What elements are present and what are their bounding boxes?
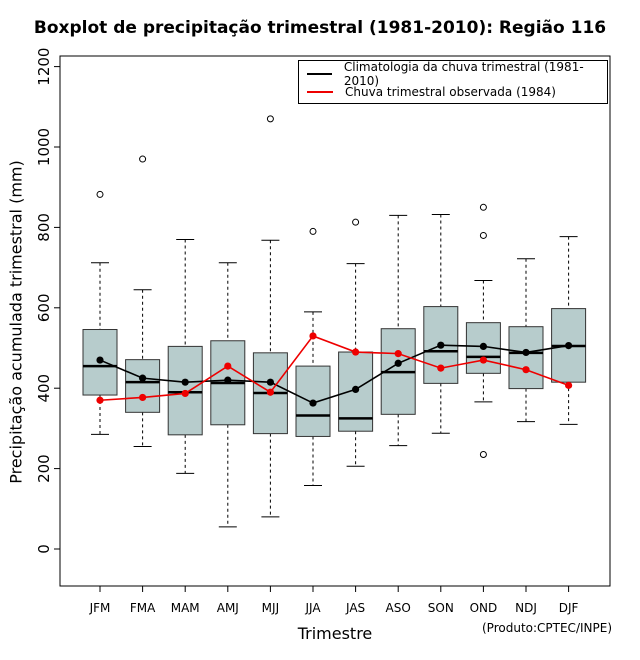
y-tick-label: 400 <box>35 374 53 403</box>
observed-point <box>309 332 317 340</box>
x-tick-label: JJA <box>304 601 321 615</box>
y-tick-label: 1000 <box>35 128 53 166</box>
observed-point <box>139 393 147 402</box>
x-tick-label: DJF <box>559 601 579 615</box>
x-tick-label: MJJ <box>262 601 279 615</box>
x-tick-label: MAM <box>171 601 200 615</box>
climatology-point <box>181 378 189 386</box>
observed-point <box>522 366 530 374</box>
observed-point <box>394 350 402 358</box>
legend-item-climatology: Climatologia da chuva trimestral (1981-2… <box>307 60 607 88</box>
observed-point <box>266 388 274 396</box>
legend-item-observed: Chuva trimestral observada (1984) <box>307 83 556 101</box>
climatology-point <box>266 378 274 386</box>
climatology-point <box>139 374 147 382</box>
observed-point <box>224 362 232 370</box>
y-tick-label: 200 <box>35 454 53 483</box>
x-tick-label: FMA <box>130 601 156 615</box>
climatology-point <box>522 348 530 357</box>
y-tick-label: 600 <box>35 293 53 322</box>
legend-swatch-observed <box>307 91 333 93</box>
x-tick-label: JAS <box>345 601 365 615</box>
outlier-point <box>479 451 487 459</box>
y-tick-label: 1200 <box>35 48 53 86</box>
x-tick-label: AMJ <box>217 601 239 615</box>
box-iqr <box>125 359 161 413</box>
outlier-point <box>309 227 317 235</box>
legend-label-climatology: Climatologia da chuva trimestral (1981-2… <box>343 60 584 88</box>
box-iqr <box>508 326 544 390</box>
climatology-point <box>565 341 573 350</box>
climatology-point <box>309 399 317 407</box>
x-tick-label: OND <box>470 601 498 615</box>
x-tick-label: ASO <box>386 601 411 615</box>
x-tick-label: NDJ <box>515 601 537 615</box>
climatology-line <box>99 344 569 404</box>
outlier-point <box>139 155 147 163</box>
legend-swatch-climatology <box>307 73 332 75</box>
outlier-point <box>96 190 104 198</box>
plot-frame <box>59 55 611 587</box>
outlier-point <box>479 203 487 211</box>
outlier-point <box>266 115 274 123</box>
observed-point <box>437 364 445 372</box>
observed-point <box>352 348 360 356</box>
x-tick-label: JFM <box>89 601 111 615</box>
legend: Climatologia da chuva trimestral (1981-2… <box>298 60 608 104</box>
y-tick-label: 800 <box>35 213 53 242</box>
legend-label-observed: Chuva trimestral observada (1984) <box>345 85 556 99</box>
x-tick-label: SON <box>428 601 454 615</box>
outlier-point <box>352 218 360 226</box>
observed-point <box>181 389 189 398</box>
observed-point <box>479 356 487 364</box>
outlier-point <box>479 231 487 239</box>
y-tick-label: 0 <box>35 544 53 554</box>
credit-text: (Produto:CPTEC/INPE) <box>482 621 612 635</box>
x-axis-label: Trimestre <box>297 624 373 643</box>
climatology-point <box>437 341 445 349</box>
y-axis-label: Precipitação acumulada trimestral (mm) <box>6 160 26 484</box>
climatology-point <box>96 356 104 364</box>
observed-point <box>96 396 104 404</box>
chart-title: Boxplot de precipitação trimestral (1981… <box>33 18 607 38</box>
climatology-point <box>479 342 487 350</box>
climatology-point <box>352 385 360 394</box>
climatology-point <box>394 359 402 367</box>
climatology-point <box>224 376 232 384</box>
observed-line <box>99 334 569 402</box>
observed-point <box>565 381 573 389</box>
